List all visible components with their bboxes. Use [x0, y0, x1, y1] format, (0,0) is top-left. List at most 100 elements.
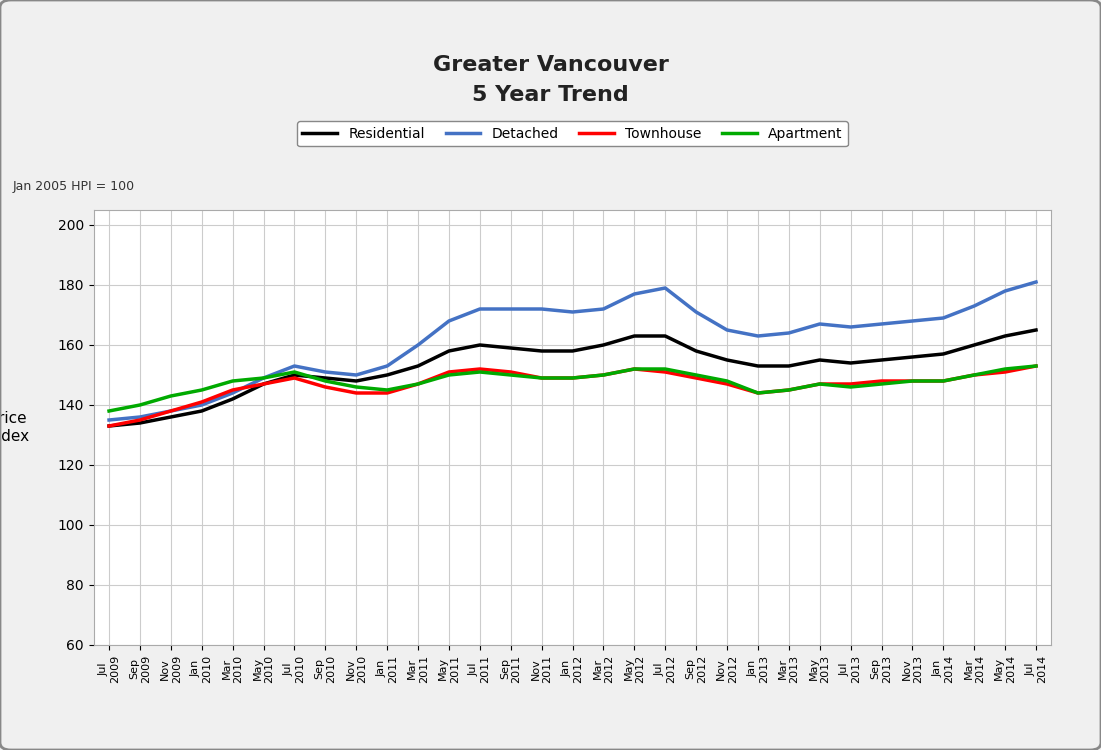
Residential — [226, 394, 239, 404]
Townhouse — [875, 376, 889, 386]
Residential — [535, 346, 548, 355]
Residential — [257, 380, 270, 388]
Residential — [566, 346, 579, 355]
Apartment — [875, 380, 889, 388]
Detached — [689, 308, 702, 316]
Apartment — [782, 386, 795, 394]
Townhouse — [628, 364, 641, 374]
Townhouse — [597, 370, 610, 380]
Detached — [133, 413, 146, 422]
Detached — [999, 286, 1012, 296]
Line: Residential: Residential — [109, 330, 1036, 426]
Detached — [318, 368, 331, 376]
Townhouse — [287, 374, 301, 382]
Townhouse — [257, 380, 270, 388]
Detached — [257, 374, 270, 382]
Townhouse — [504, 368, 517, 376]
Detached — [628, 290, 641, 298]
Detached — [937, 314, 950, 322]
Detached — [164, 406, 177, 416]
Residential — [164, 413, 177, 422]
Text: 5 Year Trend: 5 Year Trend — [472, 85, 629, 105]
Townhouse — [350, 388, 363, 398]
Apartment — [102, 406, 116, 416]
Apartment — [689, 370, 702, 380]
Apartment — [195, 386, 208, 394]
Detached — [782, 328, 795, 338]
Residential — [689, 346, 702, 355]
Line: Townhouse: Townhouse — [109, 366, 1036, 426]
Townhouse — [844, 380, 858, 388]
Line: Apartment: Apartment — [109, 366, 1036, 411]
Apartment — [999, 364, 1012, 374]
Residential — [875, 356, 889, 364]
Residential — [906, 352, 919, 362]
Townhouse — [1029, 362, 1043, 370]
Residential — [937, 350, 950, 358]
Residential — [195, 406, 208, 416]
Apartment — [226, 376, 239, 386]
Residential — [287, 370, 301, 380]
Detached — [968, 302, 981, 310]
Townhouse — [814, 380, 827, 388]
Townhouse — [968, 370, 981, 380]
Residential — [412, 362, 425, 370]
Apartment — [844, 382, 858, 392]
Residential — [1029, 326, 1043, 334]
Detached — [720, 326, 733, 334]
Detached — [597, 304, 610, 313]
Text: Greater Vancouver: Greater Vancouver — [433, 55, 668, 75]
Detached — [844, 322, 858, 332]
Townhouse — [133, 416, 146, 424]
Residential — [318, 374, 331, 382]
Townhouse — [720, 380, 733, 388]
Residential — [504, 344, 517, 352]
Apartment — [968, 370, 981, 380]
Townhouse — [318, 382, 331, 392]
Detached — [195, 400, 208, 410]
Apartment — [473, 368, 487, 376]
Residential — [133, 419, 146, 428]
Residential — [473, 340, 487, 350]
Apartment — [906, 376, 919, 386]
Apartment — [937, 376, 950, 386]
Detached — [814, 320, 827, 328]
Townhouse — [566, 374, 579, 382]
Apartment — [566, 374, 579, 382]
Townhouse — [412, 380, 425, 388]
Townhouse — [906, 376, 919, 386]
Detached — [412, 340, 425, 350]
Townhouse — [658, 368, 672, 376]
Detached — [1029, 278, 1043, 286]
Apartment — [443, 370, 456, 380]
Apartment — [597, 370, 610, 380]
Apartment — [628, 364, 641, 374]
Townhouse — [689, 374, 702, 382]
Line: Detached: Detached — [109, 282, 1036, 420]
Text: Jan 2005 HPI = 100: Jan 2005 HPI = 100 — [12, 179, 134, 193]
Townhouse — [473, 364, 487, 374]
Apartment — [318, 376, 331, 386]
Apartment — [658, 364, 672, 374]
Townhouse — [443, 368, 456, 376]
Detached — [566, 308, 579, 316]
Apartment — [720, 376, 733, 386]
Residential — [628, 332, 641, 340]
Apartment — [287, 368, 301, 376]
Residential — [597, 340, 610, 350]
Townhouse — [751, 388, 764, 398]
Detached — [350, 370, 363, 380]
Detached — [381, 362, 394, 370]
Residential — [844, 358, 858, 368]
Residential — [968, 340, 981, 350]
Apartment — [814, 380, 827, 388]
Residential — [782, 362, 795, 370]
Apartment — [535, 374, 548, 382]
Residential — [720, 356, 733, 364]
Residential — [751, 362, 764, 370]
Townhouse — [226, 386, 239, 394]
Apartment — [350, 382, 363, 392]
Residential — [350, 376, 363, 386]
Detached — [287, 362, 301, 370]
Apartment — [257, 374, 270, 382]
